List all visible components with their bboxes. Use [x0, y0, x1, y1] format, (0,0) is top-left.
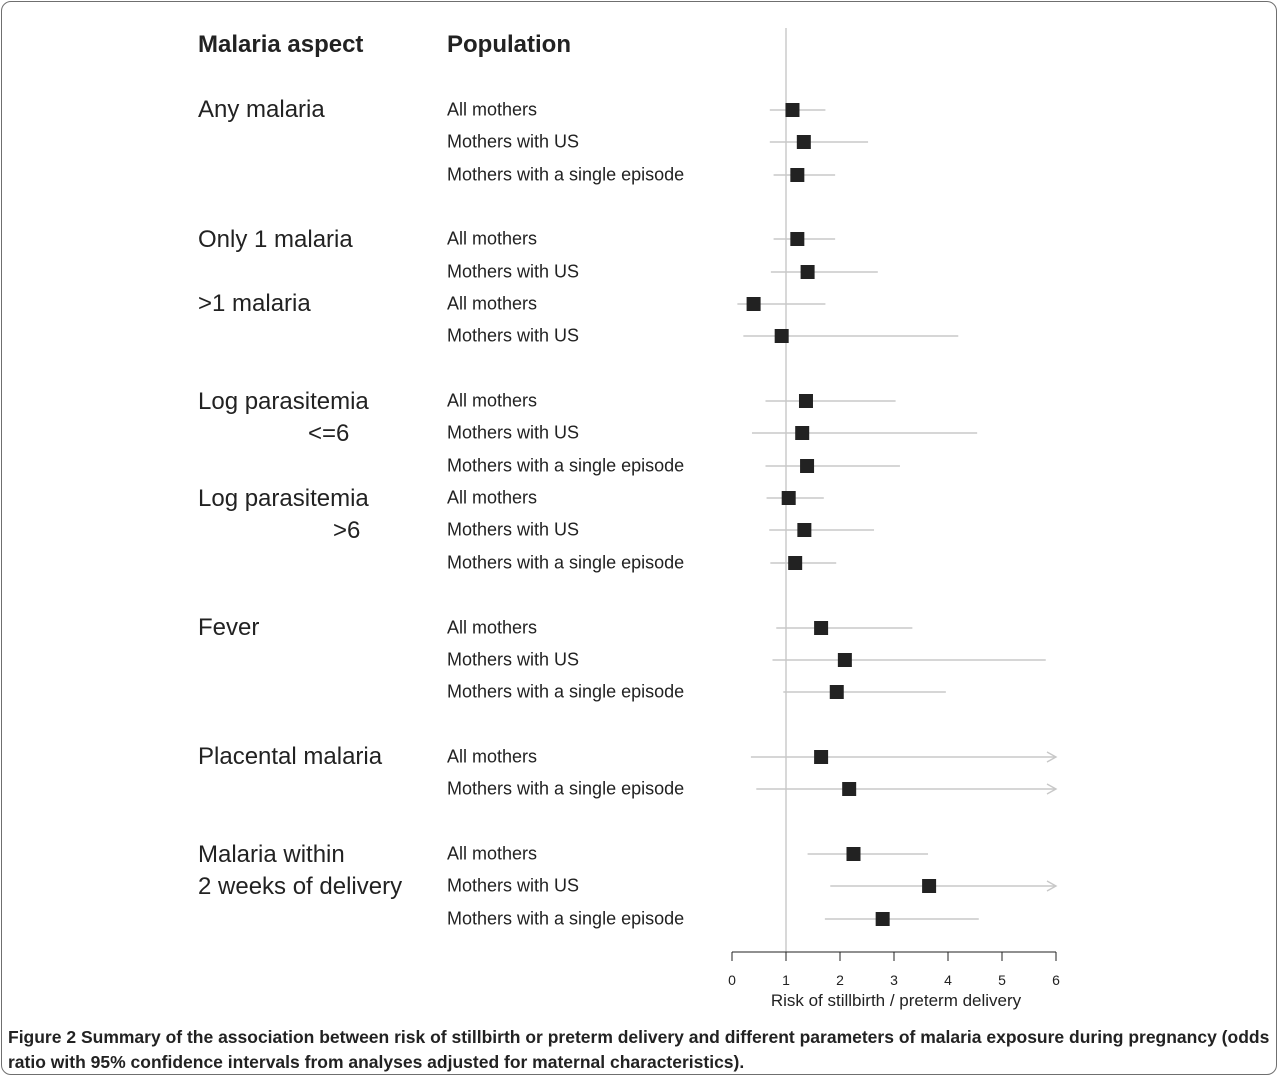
odds-ratio-marker: [846, 847, 861, 861]
figure-caption: Figure 2 Summary of the association betw…: [8, 1025, 1273, 1075]
x-tick-label: 3: [890, 972, 898, 988]
x-tick-label: 0: [728, 972, 736, 988]
ci-arrow: [1046, 751, 1058, 763]
odds-ratio-marker: [788, 556, 803, 570]
odds-ratio-marker: [837, 653, 852, 667]
population-label: Mothers with a single episode: [447, 164, 685, 185]
odds-ratio-marker: [800, 459, 815, 473]
header-malaria-aspect: Malaria aspect: [198, 31, 364, 58]
population-label: Mothers with US: [447, 875, 580, 896]
population-label: Mothers with US: [447, 519, 580, 540]
odds-ratio-marker: [798, 394, 813, 408]
odds-ratio-marker: [829, 685, 844, 699]
population-label: Mothers with US: [447, 422, 580, 443]
odds-ratio-marker: [796, 135, 811, 149]
odds-ratio-marker: [875, 912, 890, 926]
header-population: Population: [447, 31, 571, 58]
odds-ratio-marker: [790, 168, 805, 182]
population-label: Mothers with US: [447, 131, 580, 152]
x-tick-label: 4: [944, 972, 952, 988]
group-label-more-than-1-malaria: >1 malaria: [198, 290, 311, 317]
odds-ratio-marker: [842, 782, 857, 796]
group-label-fever: Fever: [198, 614, 260, 641]
odds-ratio-marker: [797, 523, 812, 537]
odds-ratio-marker: [795, 426, 810, 440]
odds-ratio-marker: [814, 621, 829, 635]
population-label: Mothers with a single episode: [447, 552, 685, 573]
odds-ratio-marker: [781, 491, 796, 505]
group-label-only-1-malaria: Only 1 malaria: [198, 226, 353, 253]
population-label: All mothers: [447, 99, 538, 120]
group-label-malaria-within-2-weeks: Malaria within 2 weeks of delivery: [198, 841, 403, 900]
group-label-any-malaria: Any malaria: [198, 96, 325, 123]
odds-ratio-marker: [746, 297, 761, 311]
odds-ratio-marker: [800, 265, 815, 279]
odds-ratio-marker: [922, 879, 937, 893]
population-label: All mothers: [447, 746, 538, 767]
x-tick-label: 2: [836, 972, 844, 988]
ci-arrow: [1046, 783, 1058, 795]
population-label: Mothers with US: [447, 325, 580, 346]
population-label: Mothers with a single episode: [447, 908, 685, 929]
group-label-log-parasitemia-gt6: Log parasitemia >6: [198, 485, 369, 544]
population-label: All mothers: [447, 617, 538, 638]
x-tick-label: 1: [782, 972, 790, 988]
odds-ratio-marker: [790, 232, 805, 246]
population-label: All mothers: [447, 390, 538, 411]
group-label-log-parasitemia-le6: Log parasitemia <=6: [198, 388, 369, 447]
caption-label: Figure 2: [8, 1027, 77, 1047]
population-label: Mothers with US: [447, 649, 580, 670]
population-label: All mothers: [447, 293, 538, 314]
odds-ratio-marker: [785, 103, 800, 117]
population-label: All mothers: [447, 487, 538, 508]
population-label: Mothers with a single episode: [447, 681, 685, 702]
x-tick-label: 5: [998, 972, 1006, 988]
odds-ratio-marker: [774, 329, 789, 343]
caption-text: Summary of the association between risk …: [8, 1027, 1270, 1072]
population-label: Mothers with a single episode: [447, 778, 685, 799]
ci-arrow: [1046, 880, 1058, 892]
population-label: Mothers with US: [447, 261, 580, 282]
group-label-placental-malaria: Placental malaria: [198, 743, 383, 770]
x-axis-label: Risk of stillbirth / preterm delivery: [771, 991, 1022, 1010]
population-label: All mothers: [447, 843, 538, 864]
odds-ratio-marker: [814, 750, 829, 764]
x-tick-label: 6: [1052, 972, 1060, 988]
population-label: Mothers with a single episode: [447, 455, 685, 476]
population-label: All mothers: [447, 228, 538, 249]
